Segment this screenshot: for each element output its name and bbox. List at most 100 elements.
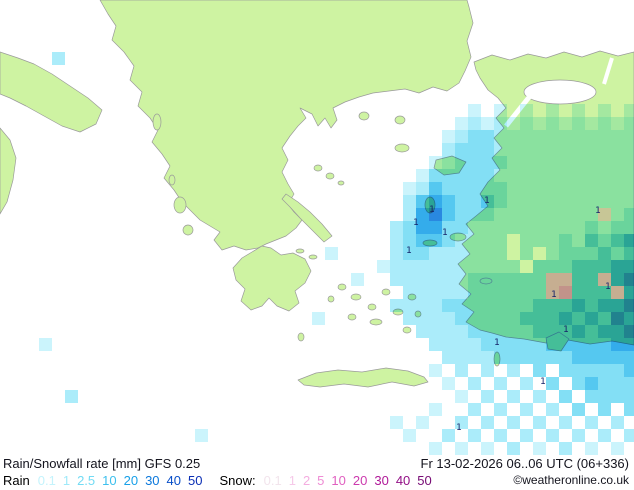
rain-cell: [546, 403, 559, 416]
rain-cell: [507, 169, 520, 182]
rain-cell: [468, 338, 481, 351]
rain-cell: [494, 273, 507, 286]
rain-cell: [429, 182, 442, 195]
rain-cell: [559, 143, 572, 156]
rain-cell: [533, 338, 546, 351]
rain-cell: [390, 234, 403, 247]
rain-cell: [572, 325, 585, 338]
rain-cell: [611, 351, 624, 364]
rain-cell: [598, 429, 611, 442]
rain-cell: [481, 247, 494, 260]
legend-step: 0.1: [263, 473, 282, 488]
rain-cell: [559, 221, 572, 234]
rain-cell: [442, 286, 455, 299]
rain-cell: [572, 221, 585, 234]
island-samothrace: [394, 115, 406, 125]
rain-cell: [598, 364, 611, 377]
island-sporades-1: [313, 164, 323, 172]
rain-cell: [429, 299, 442, 312]
rain-cell: [546, 338, 559, 351]
rain-cell: [533, 260, 546, 273]
rain-cell: [429, 208, 442, 221]
rain-cell: [611, 130, 624, 143]
rain-cell: [546, 429, 559, 442]
precip-value-label: 1: [494, 338, 500, 348]
rain-cell: [546, 234, 559, 247]
rain-cell: [559, 247, 572, 260]
rain-cell: [429, 195, 442, 208]
map-title: Rain/Snowfall rate [mm] GFS 0.25: [3, 456, 201, 471]
island-cyclades-9: [327, 295, 335, 303]
rain-cell: [520, 234, 533, 247]
legend-rain-steps: 0.1 1 2.5 10 20 30 40 50: [38, 473, 210, 488]
island-kythira: [297, 332, 305, 342]
rain-cell: [442, 195, 455, 208]
rain-cell: [507, 312, 520, 325]
rain-cell: [455, 325, 468, 338]
snow-cell: [546, 273, 559, 286]
rain-cell: [598, 338, 611, 351]
rain-cell: [598, 260, 611, 273]
rain-cell: [585, 221, 598, 234]
rain-cell: [494, 377, 507, 390]
rain-cell: [442, 169, 455, 182]
rain-cell: [572, 143, 585, 156]
rain-cell: [533, 325, 546, 338]
rain-cell: [624, 286, 634, 299]
rain-cell: [533, 143, 546, 156]
rain-cell: [416, 247, 429, 260]
rain-cell: [520, 117, 533, 130]
rain-cell: [624, 156, 634, 169]
rain-cell: [559, 208, 572, 221]
rain-cell: [624, 338, 634, 351]
rain-cell: [585, 351, 598, 364]
rain-cell: [416, 312, 429, 325]
rain-cell: [559, 169, 572, 182]
rain-cell: [559, 351, 572, 364]
legend-snow-label: Snow:: [219, 473, 256, 488]
rain-cell: [481, 221, 494, 234]
rain-cell: [455, 312, 468, 325]
rain-cell: [507, 117, 520, 130]
rain-cell: [520, 221, 533, 234]
rain-cell: [481, 260, 494, 273]
rain-cell: [403, 195, 416, 208]
rain-cell: [507, 338, 520, 351]
rain-cell: [455, 221, 468, 234]
legend-step: 50: [417, 473, 432, 488]
rain-cell: [403, 221, 416, 234]
rain-cell: [455, 182, 468, 195]
rain-cell: [416, 169, 429, 182]
rain-cell: [416, 221, 429, 234]
rain-cell: [520, 273, 533, 286]
rain-cell: [624, 247, 634, 260]
rain-cell: [468, 169, 481, 182]
rain-cell: [546, 143, 559, 156]
rain-cell: [481, 312, 494, 325]
snow-cell: [598, 208, 611, 221]
rain-cell: [403, 273, 416, 286]
copyright: ©weatheronline.co.uk: [513, 473, 629, 487]
island-kefalonia: [173, 196, 187, 214]
rain-cell: [611, 390, 624, 403]
rain-cell: [455, 442, 468, 455]
rain-cell: [390, 273, 403, 286]
rain-cell: [520, 247, 533, 260]
rain-cell: [468, 325, 481, 338]
rain-cell: [533, 312, 546, 325]
rain-cell: [442, 325, 455, 338]
island-thasos: [358, 111, 370, 121]
rain-cell: [598, 286, 611, 299]
rain-cell: [442, 273, 455, 286]
rain-cell: [507, 299, 520, 312]
rain-cell: [598, 351, 611, 364]
rain-cell: [455, 299, 468, 312]
rain-cell: [585, 195, 598, 208]
rain-cell: [390, 260, 403, 273]
rain-cell: [520, 299, 533, 312]
snow-cell: [598, 273, 611, 286]
rain-cell: [624, 390, 634, 403]
rain-cell: [559, 117, 572, 130]
